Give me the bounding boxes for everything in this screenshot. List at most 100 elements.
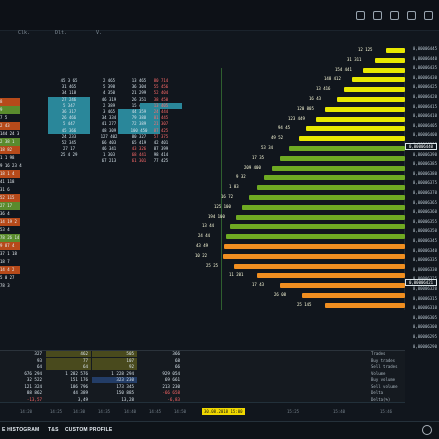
stats-grid: 327 93 64 676 294 32 522 121 324 88 862 -13,57 4…	[0, 351, 405, 403]
book-cell: 46 341	[101, 146, 117, 152]
tab-custom-profile[interactable]: CUSTOM PROFILE	[65, 427, 113, 433]
current-price-bottom: 0,00006421	[405, 279, 437, 286]
copy-icon[interactable]	[373, 11, 382, 20]
book-cell: 26 351	[131, 96, 147, 102]
stats-column: 505 107 92 1 228 294 323 230 173 345 150 885 13…	[92, 351, 137, 403]
book-cell: 27 246	[48, 96, 90, 103]
price-label: 0,00006350	[412, 228, 437, 234]
book-cell: 5 447	[48, 121, 90, 128]
stat-label: Delta	[371, 390, 384, 396]
stat-value: -66 658	[162, 390, 180, 396]
stat-value: 88 862	[26, 390, 42, 396]
book-cell: 127 402	[100, 133, 118, 139]
histogram-label: 31 311	[347, 56, 362, 62]
settings-icon[interactable]	[422, 425, 432, 435]
histogram-label: 9 32	[236, 174, 246, 180]
settings-icon[interactable]	[407, 11, 416, 20]
stat-value: 69 661	[164, 377, 180, 383]
book-cell: 36 317	[48, 108, 90, 116]
histogram-label: 26 08	[274, 292, 287, 297]
save-icon[interactable]	[390, 11, 399, 20]
price-label: 0,00006405	[412, 122, 437, 128]
histogram-label: 11 201	[229, 272, 244, 278]
histogram-bar	[223, 253, 405, 259]
histogram-bar	[325, 302, 405, 308]
stat-label: Trades	[371, 351, 386, 357]
time-label: 30.08.2018 15:00	[202, 408, 245, 415]
book-cell: 25 4 29	[60, 152, 78, 158]
tick-cell: 7 5	[0, 115, 8, 120]
price-label: 0,00006360	[412, 209, 437, 215]
stats-labels: Trades Buy trades Sell trades Volume Buy vol…	[371, 351, 405, 403]
price-label: 0,00006410	[412, 113, 437, 119]
price-label: 0,00006315	[412, 295, 437, 301]
price-axis: 0,00006445 0,00006440 0,00006435 0,00006430…	[405, 38, 439, 350]
histogram-bar	[337, 97, 405, 102]
stat-value: 929 054	[162, 370, 180, 376]
histogram-bar	[352, 77, 405, 83]
book-cell: 21 299	[131, 90, 147, 96]
book-column-4: 80 714 55 456 52 404 38 450 13 405 24 444 81 4…	[140, 78, 182, 165]
histogram-bar	[272, 165, 405, 171]
time-label: 14:20	[20, 409, 33, 414]
histogram-label: 43 49	[196, 243, 209, 248]
book-cell: 52 345	[61, 139, 77, 145]
histogram-label: 94 45	[278, 125, 291, 131]
tab-volume-histogram[interactable]: E HISTOGRAM	[2, 427, 40, 433]
stat-label: Sell trades	[371, 364, 398, 370]
stat-value: 64	[46, 364, 91, 371]
book-cell: 81 445	[153, 115, 169, 121]
histogram-bar	[289, 146, 405, 151]
histogram-label: 123 449	[288, 115, 305, 121]
camera-icon[interactable]	[356, 11, 365, 20]
time-label: 15:46	[380, 409, 393, 414]
stat-value: 13,28	[121, 396, 134, 402]
book-cell: 87 399	[153, 146, 169, 152]
book-cell: 61 301	[131, 158, 147, 164]
time-label: 14:30	[73, 409, 86, 414]
tick-cell: 27 17	[0, 202, 20, 210]
stat-value: 44 389	[72, 390, 88, 396]
stat-value: 327	[34, 351, 42, 357]
tab-time-and-sales[interactable]: T&S	[48, 427, 59, 433]
histogram-label: 154 441	[335, 66, 352, 72]
stat-value: -6,83	[167, 396, 180, 402]
tick-cell: 41 118	[0, 179, 15, 184]
time-label: 14:35	[98, 409, 111, 414]
price-label: 0,00006420	[412, 94, 437, 99]
expand-icon[interactable]	[424, 11, 433, 20]
histogram-label: 16 43	[309, 96, 322, 101]
histogram-bar	[234, 263, 405, 269]
price-label: 0,00006370	[412, 190, 437, 195]
book-cell: 52 404	[153, 90, 169, 96]
price-label: 0,00006365	[412, 199, 437, 205]
book-column-1: 2 465 5 398 4 350 46 319 2 389 3 465 34 334 41 …	[88, 78, 130, 165]
book-cell: 80 714	[153, 78, 169, 83]
book-cell: 98 414	[153, 152, 169, 158]
book-cell: 46 319	[101, 96, 117, 102]
stat-value: 1 228 294	[111, 370, 134, 376]
histogram-bar	[257, 273, 405, 279]
stat-value: 462	[46, 351, 91, 358]
stat-value: 505	[92, 351, 137, 358]
price-label: 0,00006305	[412, 314, 437, 320]
histogram-bar	[375, 57, 405, 63]
time-label: 14:25	[50, 409, 63, 414]
price-label: 0,00006355	[412, 218, 437, 224]
price-label: 0,00006430	[412, 74, 437, 80]
stat-value: 150 885	[116, 390, 134, 396]
book-cell: 80 327	[131, 133, 147, 139]
tick-cell: 144 24 3	[0, 131, 20, 136]
book-cell: 72 389	[118, 121, 160, 128]
stats-column: 366 68 66 929 054 69 661 213 230 -66 658 -6,83	[138, 351, 183, 403]
book-cell: 65 419	[131, 139, 147, 145]
tick-cell: 14 19 2	[0, 218, 20, 226]
book-cell: 13 405	[140, 102, 182, 109]
histogram-label: 24 44	[198, 233, 211, 239]
stat-value: 92	[92, 364, 137, 371]
tick-cell: 9	[0, 106, 20, 114]
book-column-2: 45 3 65 31 465 34 118 27 246 5 347 36 317 26 4…	[48, 78, 90, 158]
toolbar-icons	[356, 11, 433, 20]
histogram-bar	[249, 195, 405, 200]
